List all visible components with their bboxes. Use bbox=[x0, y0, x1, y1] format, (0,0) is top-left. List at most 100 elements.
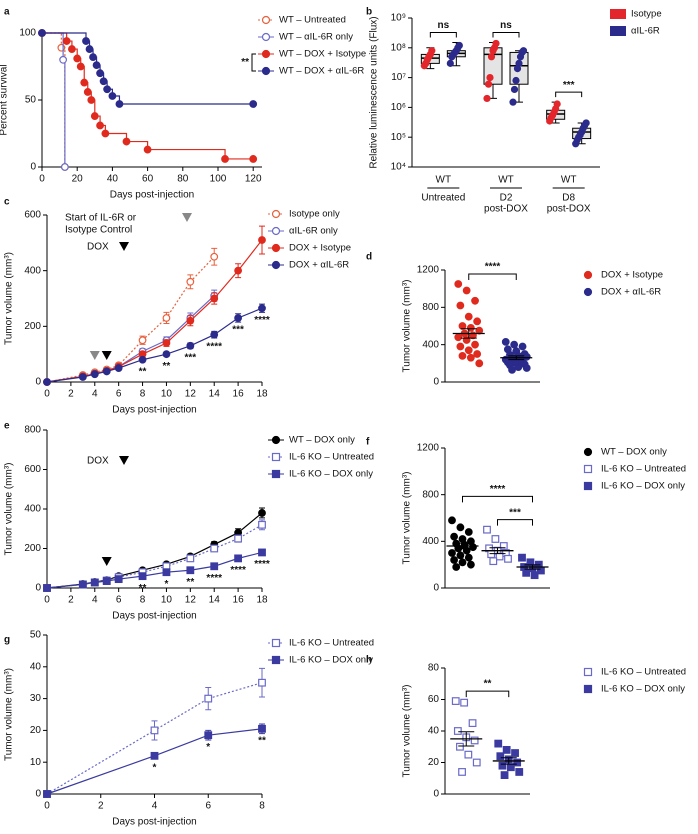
data-point bbox=[210, 562, 219, 571]
legend-marker bbox=[271, 435, 281, 445]
data-point bbox=[473, 317, 482, 326]
sig-bracket bbox=[468, 273, 517, 280]
data-point bbox=[448, 549, 456, 557]
data-point bbox=[462, 546, 471, 555]
box-point bbox=[553, 100, 561, 108]
box-point bbox=[486, 73, 494, 82]
y-axis-title: Tumor volume (mm³) bbox=[402, 472, 413, 565]
data-point bbox=[464, 528, 473, 536]
y-tick-label: 0 bbox=[433, 789, 439, 800]
data-point bbox=[114, 575, 123, 584]
data-point bbox=[78, 373, 87, 381]
survival-point bbox=[249, 100, 258, 108]
sig-label: ** bbox=[258, 735, 266, 746]
data-point bbox=[499, 542, 508, 550]
y-tick-label: 600 bbox=[24, 464, 41, 475]
x-tick-label: 60 bbox=[142, 174, 154, 185]
data-point bbox=[162, 350, 171, 359]
x-axis-title: Days post-injection bbox=[112, 405, 196, 416]
legend-marker bbox=[261, 32, 271, 42]
legend-marker bbox=[583, 287, 593, 297]
data-point bbox=[511, 749, 519, 757]
y-tick-label: 20 bbox=[30, 725, 42, 736]
arrowhead bbox=[119, 242, 129, 251]
sig-label: **** bbox=[490, 484, 506, 495]
x-tick-label: 100 bbox=[210, 174, 227, 185]
survival-curve bbox=[42, 32, 66, 167]
y-tick-label: 0 bbox=[30, 162, 36, 173]
data-point bbox=[138, 336, 147, 345]
legend-label: αIL-6R bbox=[631, 26, 660, 37]
x-tick-label: 20 bbox=[72, 174, 84, 185]
panel-label: g bbox=[4, 635, 10, 646]
data-point bbox=[43, 378, 51, 386]
legend-swatch bbox=[610, 26, 626, 36]
data-point bbox=[467, 560, 475, 569]
sig-label: **** bbox=[254, 559, 270, 570]
data-point bbox=[470, 736, 479, 745]
data-point bbox=[451, 697, 460, 705]
series-line bbox=[46, 524, 263, 589]
legend-label: WT – DOX only bbox=[601, 447, 667, 458]
data-point bbox=[472, 758, 481, 767]
y-tick-label: 400 bbox=[422, 339, 439, 350]
x-tick-label: 6 bbox=[205, 801, 211, 812]
y-tick-label: 800 bbox=[422, 489, 439, 500]
data-point bbox=[454, 333, 463, 342]
legend-label: WT – DOX + Isotype bbox=[279, 49, 366, 60]
sig-label: *** bbox=[563, 80, 575, 91]
data-point bbox=[502, 745, 511, 754]
box-point bbox=[455, 41, 463, 50]
x-axis-title: Days post-injection bbox=[112, 611, 196, 622]
data-point bbox=[466, 353, 475, 362]
legend-label: αIL-6R only bbox=[289, 226, 338, 237]
x-tick-label: 0 bbox=[44, 595, 50, 606]
x-tick-label: 8 bbox=[140, 595, 146, 606]
survival-point bbox=[60, 163, 69, 171]
survival-curve bbox=[42, 32, 254, 105]
sig-label: ** bbox=[139, 366, 147, 377]
legend-label: DOX + Isotype bbox=[289, 243, 351, 254]
data-point bbox=[450, 556, 459, 564]
legend-label: WT – DOX only bbox=[289, 435, 355, 446]
y-tick-label: 10⁸ bbox=[391, 42, 406, 53]
legend-label: IL-6 KO – Untreated bbox=[601, 667, 686, 678]
data-point bbox=[150, 751, 159, 760]
data-point bbox=[138, 572, 147, 581]
y-tick-label: 10⁹ bbox=[391, 13, 406, 24]
sig-label: *** bbox=[184, 352, 196, 363]
group-condition: D2 bbox=[500, 193, 513, 204]
data-point bbox=[452, 563, 461, 571]
box-point bbox=[515, 59, 523, 67]
arrowhead bbox=[101, 557, 112, 566]
survival-point bbox=[92, 61, 101, 70]
data-point bbox=[510, 340, 519, 349]
data-point bbox=[78, 580, 87, 589]
data-point bbox=[114, 364, 123, 372]
y-axis-title: Percent survival bbox=[0, 64, 10, 135]
x-tick-label: 80 bbox=[177, 174, 189, 185]
y-tick-label: 600 bbox=[24, 210, 41, 221]
y-tick-label: 20 bbox=[428, 757, 440, 768]
survival-point bbox=[108, 92, 117, 100]
y-tick-label: 200 bbox=[24, 321, 41, 332]
series-line bbox=[46, 295, 215, 383]
y-tick-label: 200 bbox=[24, 543, 41, 554]
x-tick-label: 0 bbox=[44, 801, 50, 812]
legend-marker bbox=[261, 49, 271, 59]
x-tick-label: 2 bbox=[68, 389, 74, 400]
x-tick-label: 4 bbox=[152, 801, 158, 812]
y-tick-label: 10⁷ bbox=[391, 72, 406, 83]
legend-label: WT – αIL-6R only bbox=[279, 32, 353, 43]
data-point bbox=[453, 727, 462, 735]
data-point bbox=[473, 350, 482, 358]
data-point bbox=[501, 337, 510, 346]
sig-label: ns bbox=[437, 20, 449, 31]
survival-point bbox=[85, 45, 94, 53]
sig-label: ** bbox=[163, 361, 171, 372]
sig-bracket bbox=[251, 53, 256, 72]
data-point bbox=[162, 314, 171, 322]
data-point bbox=[460, 698, 469, 707]
data-point bbox=[489, 557, 498, 566]
box-point bbox=[512, 76, 520, 85]
